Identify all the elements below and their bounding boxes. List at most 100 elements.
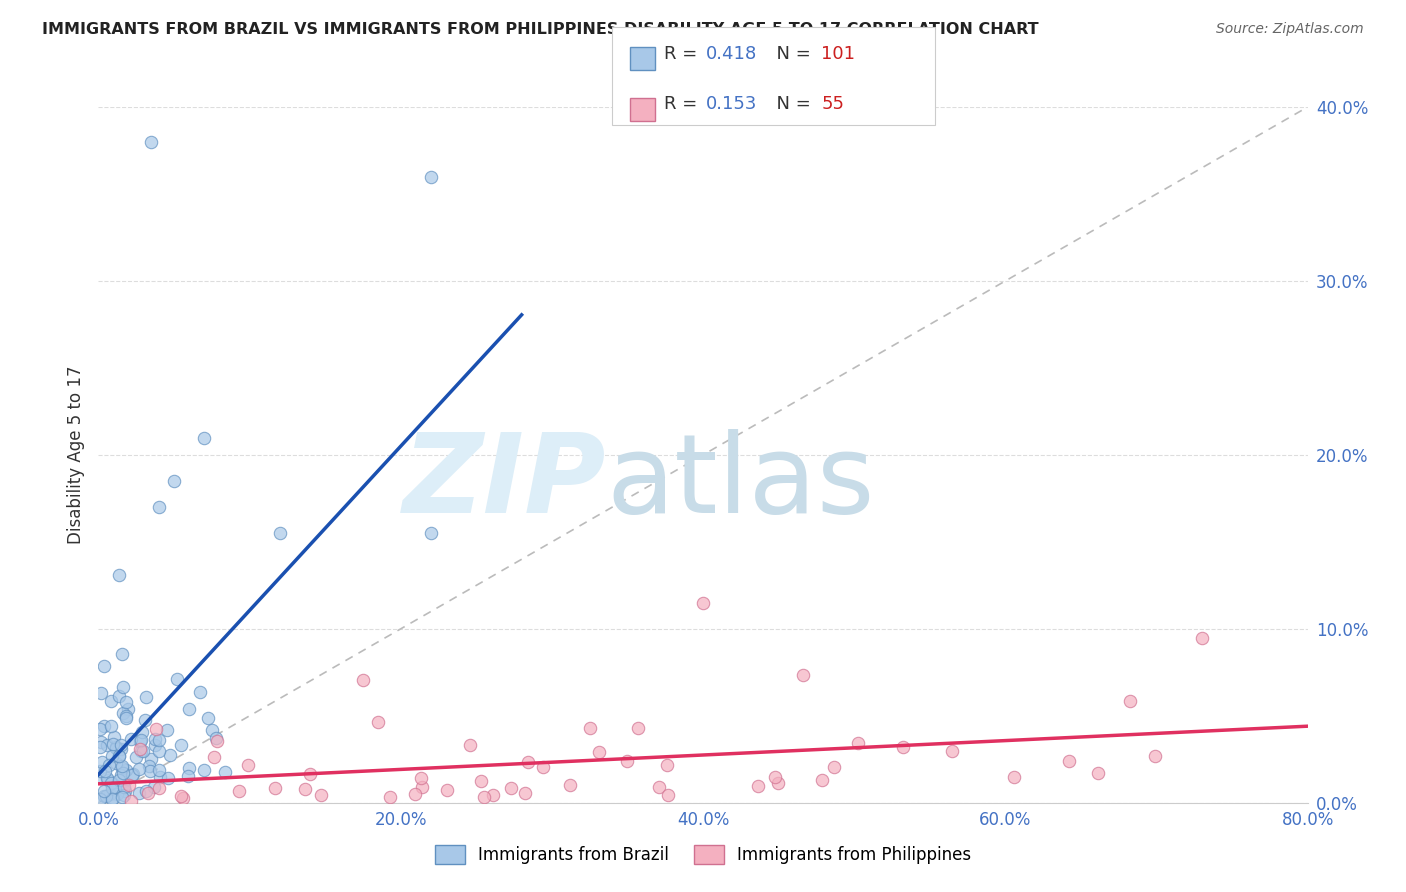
Point xyxy=(264,780,287,795)
Point xyxy=(103,737,125,751)
Point xyxy=(111,758,134,772)
Point xyxy=(135,690,157,705)
Point xyxy=(156,723,179,737)
Point xyxy=(114,784,136,798)
Point xyxy=(105,788,128,802)
Point xyxy=(120,795,142,809)
Point xyxy=(768,776,790,790)
Point xyxy=(104,741,127,756)
Point xyxy=(193,763,215,777)
Point xyxy=(115,695,138,709)
Point xyxy=(120,731,142,746)
Point xyxy=(148,732,170,747)
Point xyxy=(101,749,124,764)
Point xyxy=(891,739,914,754)
Point xyxy=(166,672,188,686)
Point xyxy=(148,763,170,777)
Legend: Immigrants from Brazil, Immigrants from Philippines: Immigrants from Brazil, Immigrants from … xyxy=(427,838,979,871)
Point xyxy=(823,760,845,774)
Point xyxy=(367,715,389,730)
Point xyxy=(513,786,536,800)
Point xyxy=(170,738,193,752)
Point xyxy=(134,713,156,727)
Point xyxy=(101,780,124,795)
Point xyxy=(692,596,714,610)
Point xyxy=(111,706,134,720)
Point xyxy=(411,780,433,795)
Point xyxy=(115,763,138,777)
Point xyxy=(101,791,124,805)
Point xyxy=(139,752,162,766)
Point xyxy=(117,702,139,716)
Point xyxy=(110,741,132,756)
Point xyxy=(588,745,610,759)
Point xyxy=(657,789,679,803)
Point xyxy=(108,772,131,787)
Point xyxy=(269,526,291,541)
Point xyxy=(100,776,122,790)
Point xyxy=(132,744,155,758)
Point xyxy=(131,744,153,758)
Point xyxy=(90,771,112,785)
Point xyxy=(96,772,118,786)
Point xyxy=(89,764,111,778)
Point xyxy=(129,733,152,747)
Point xyxy=(110,768,132,782)
Point xyxy=(470,774,492,789)
Point xyxy=(94,789,117,803)
Point xyxy=(93,789,115,804)
Point xyxy=(149,771,172,785)
Point xyxy=(472,789,495,804)
Point xyxy=(205,733,228,747)
Point xyxy=(1118,694,1140,708)
Point xyxy=(228,784,250,798)
Point xyxy=(179,761,201,775)
Text: 101: 101 xyxy=(821,45,855,62)
Point xyxy=(309,788,332,802)
Point xyxy=(89,722,111,736)
Point xyxy=(111,680,134,694)
Point xyxy=(107,748,129,763)
Point xyxy=(89,791,111,805)
Point xyxy=(747,779,769,793)
Point xyxy=(118,777,141,791)
Point xyxy=(792,668,814,682)
Point xyxy=(128,762,150,776)
Point xyxy=(482,788,505,802)
Point xyxy=(205,731,228,745)
Point xyxy=(101,792,124,806)
Point xyxy=(115,709,138,723)
Point xyxy=(94,764,117,778)
Point xyxy=(202,750,225,764)
Text: IMMIGRANTS FROM BRAZIL VS IMMIGRANTS FROM PHILIPPINES DISABILITY AGE 5 TO 17 COR: IMMIGRANTS FROM BRAZIL VS IMMIGRANTS FRO… xyxy=(42,22,1039,37)
Point xyxy=(352,673,374,687)
Point xyxy=(112,788,135,802)
Point xyxy=(104,780,127,794)
Point xyxy=(97,757,120,772)
Point xyxy=(170,789,193,803)
Point xyxy=(409,771,432,785)
Point xyxy=(125,750,148,764)
Point xyxy=(112,780,135,794)
Point xyxy=(98,787,121,801)
Point xyxy=(531,760,554,774)
Point xyxy=(616,754,638,768)
Point xyxy=(115,710,138,724)
Point xyxy=(501,781,523,796)
Point xyxy=(148,781,170,796)
Point xyxy=(193,430,215,444)
Y-axis label: Disability Age 5 to 17: Disability Age 5 to 17 xyxy=(66,366,84,544)
Point xyxy=(177,769,200,783)
Point xyxy=(197,711,219,725)
Point xyxy=(294,781,316,796)
Point xyxy=(104,740,127,755)
Point xyxy=(107,568,129,582)
Point xyxy=(627,721,650,735)
Point xyxy=(131,725,153,739)
Point xyxy=(108,748,131,763)
Point xyxy=(177,702,200,716)
Point xyxy=(378,790,401,805)
Point xyxy=(145,723,167,737)
Point xyxy=(846,736,869,750)
Point xyxy=(172,791,194,805)
